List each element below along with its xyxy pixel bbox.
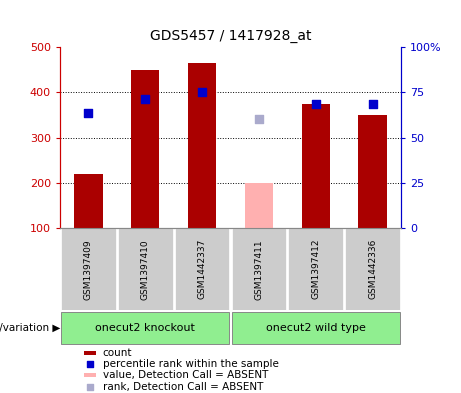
Bar bbox=[345, 228, 400, 310]
Text: GSM1397410: GSM1397410 bbox=[141, 239, 150, 299]
Point bbox=[255, 116, 263, 123]
Text: genotype/variation ▶: genotype/variation ▶ bbox=[0, 323, 60, 333]
Text: percentile rank within the sample: percentile rank within the sample bbox=[102, 359, 278, 369]
Bar bbox=[131, 70, 160, 228]
Title: GDS5457 / 1417928_at: GDS5457 / 1417928_at bbox=[150, 29, 311, 43]
Text: GSM1397412: GSM1397412 bbox=[311, 239, 320, 299]
Point bbox=[142, 96, 149, 102]
Bar bbox=[301, 104, 330, 228]
Point bbox=[312, 101, 319, 107]
Point bbox=[369, 101, 376, 107]
Bar bbox=[61, 228, 116, 310]
Text: rank, Detection Call = ABSENT: rank, Detection Call = ABSENT bbox=[102, 382, 263, 392]
Bar bbox=[74, 174, 102, 228]
Text: count: count bbox=[102, 348, 132, 358]
Point bbox=[85, 110, 92, 116]
Point bbox=[198, 89, 206, 95]
Bar bbox=[175, 228, 230, 310]
Text: onecut2 wild type: onecut2 wild type bbox=[266, 323, 366, 333]
Bar bbox=[231, 228, 286, 310]
Bar bbox=[188, 63, 216, 228]
Text: value, Detection Call = ABSENT: value, Detection Call = ABSENT bbox=[102, 370, 268, 380]
Bar bbox=[118, 228, 172, 310]
Bar bbox=[84, 351, 96, 355]
Text: GSM1442336: GSM1442336 bbox=[368, 239, 377, 299]
Bar bbox=[231, 312, 400, 344]
Text: GSM1397409: GSM1397409 bbox=[84, 239, 93, 299]
Point bbox=[86, 361, 94, 367]
Point bbox=[86, 384, 94, 390]
Bar bbox=[289, 228, 343, 310]
Bar bbox=[358, 115, 387, 228]
Bar bbox=[84, 373, 96, 377]
Bar bbox=[61, 312, 230, 344]
Text: onecut2 knockout: onecut2 knockout bbox=[95, 323, 195, 333]
Text: GSM1442337: GSM1442337 bbox=[198, 239, 207, 299]
Bar bbox=[245, 183, 273, 228]
Text: GSM1397411: GSM1397411 bbox=[254, 239, 263, 299]
